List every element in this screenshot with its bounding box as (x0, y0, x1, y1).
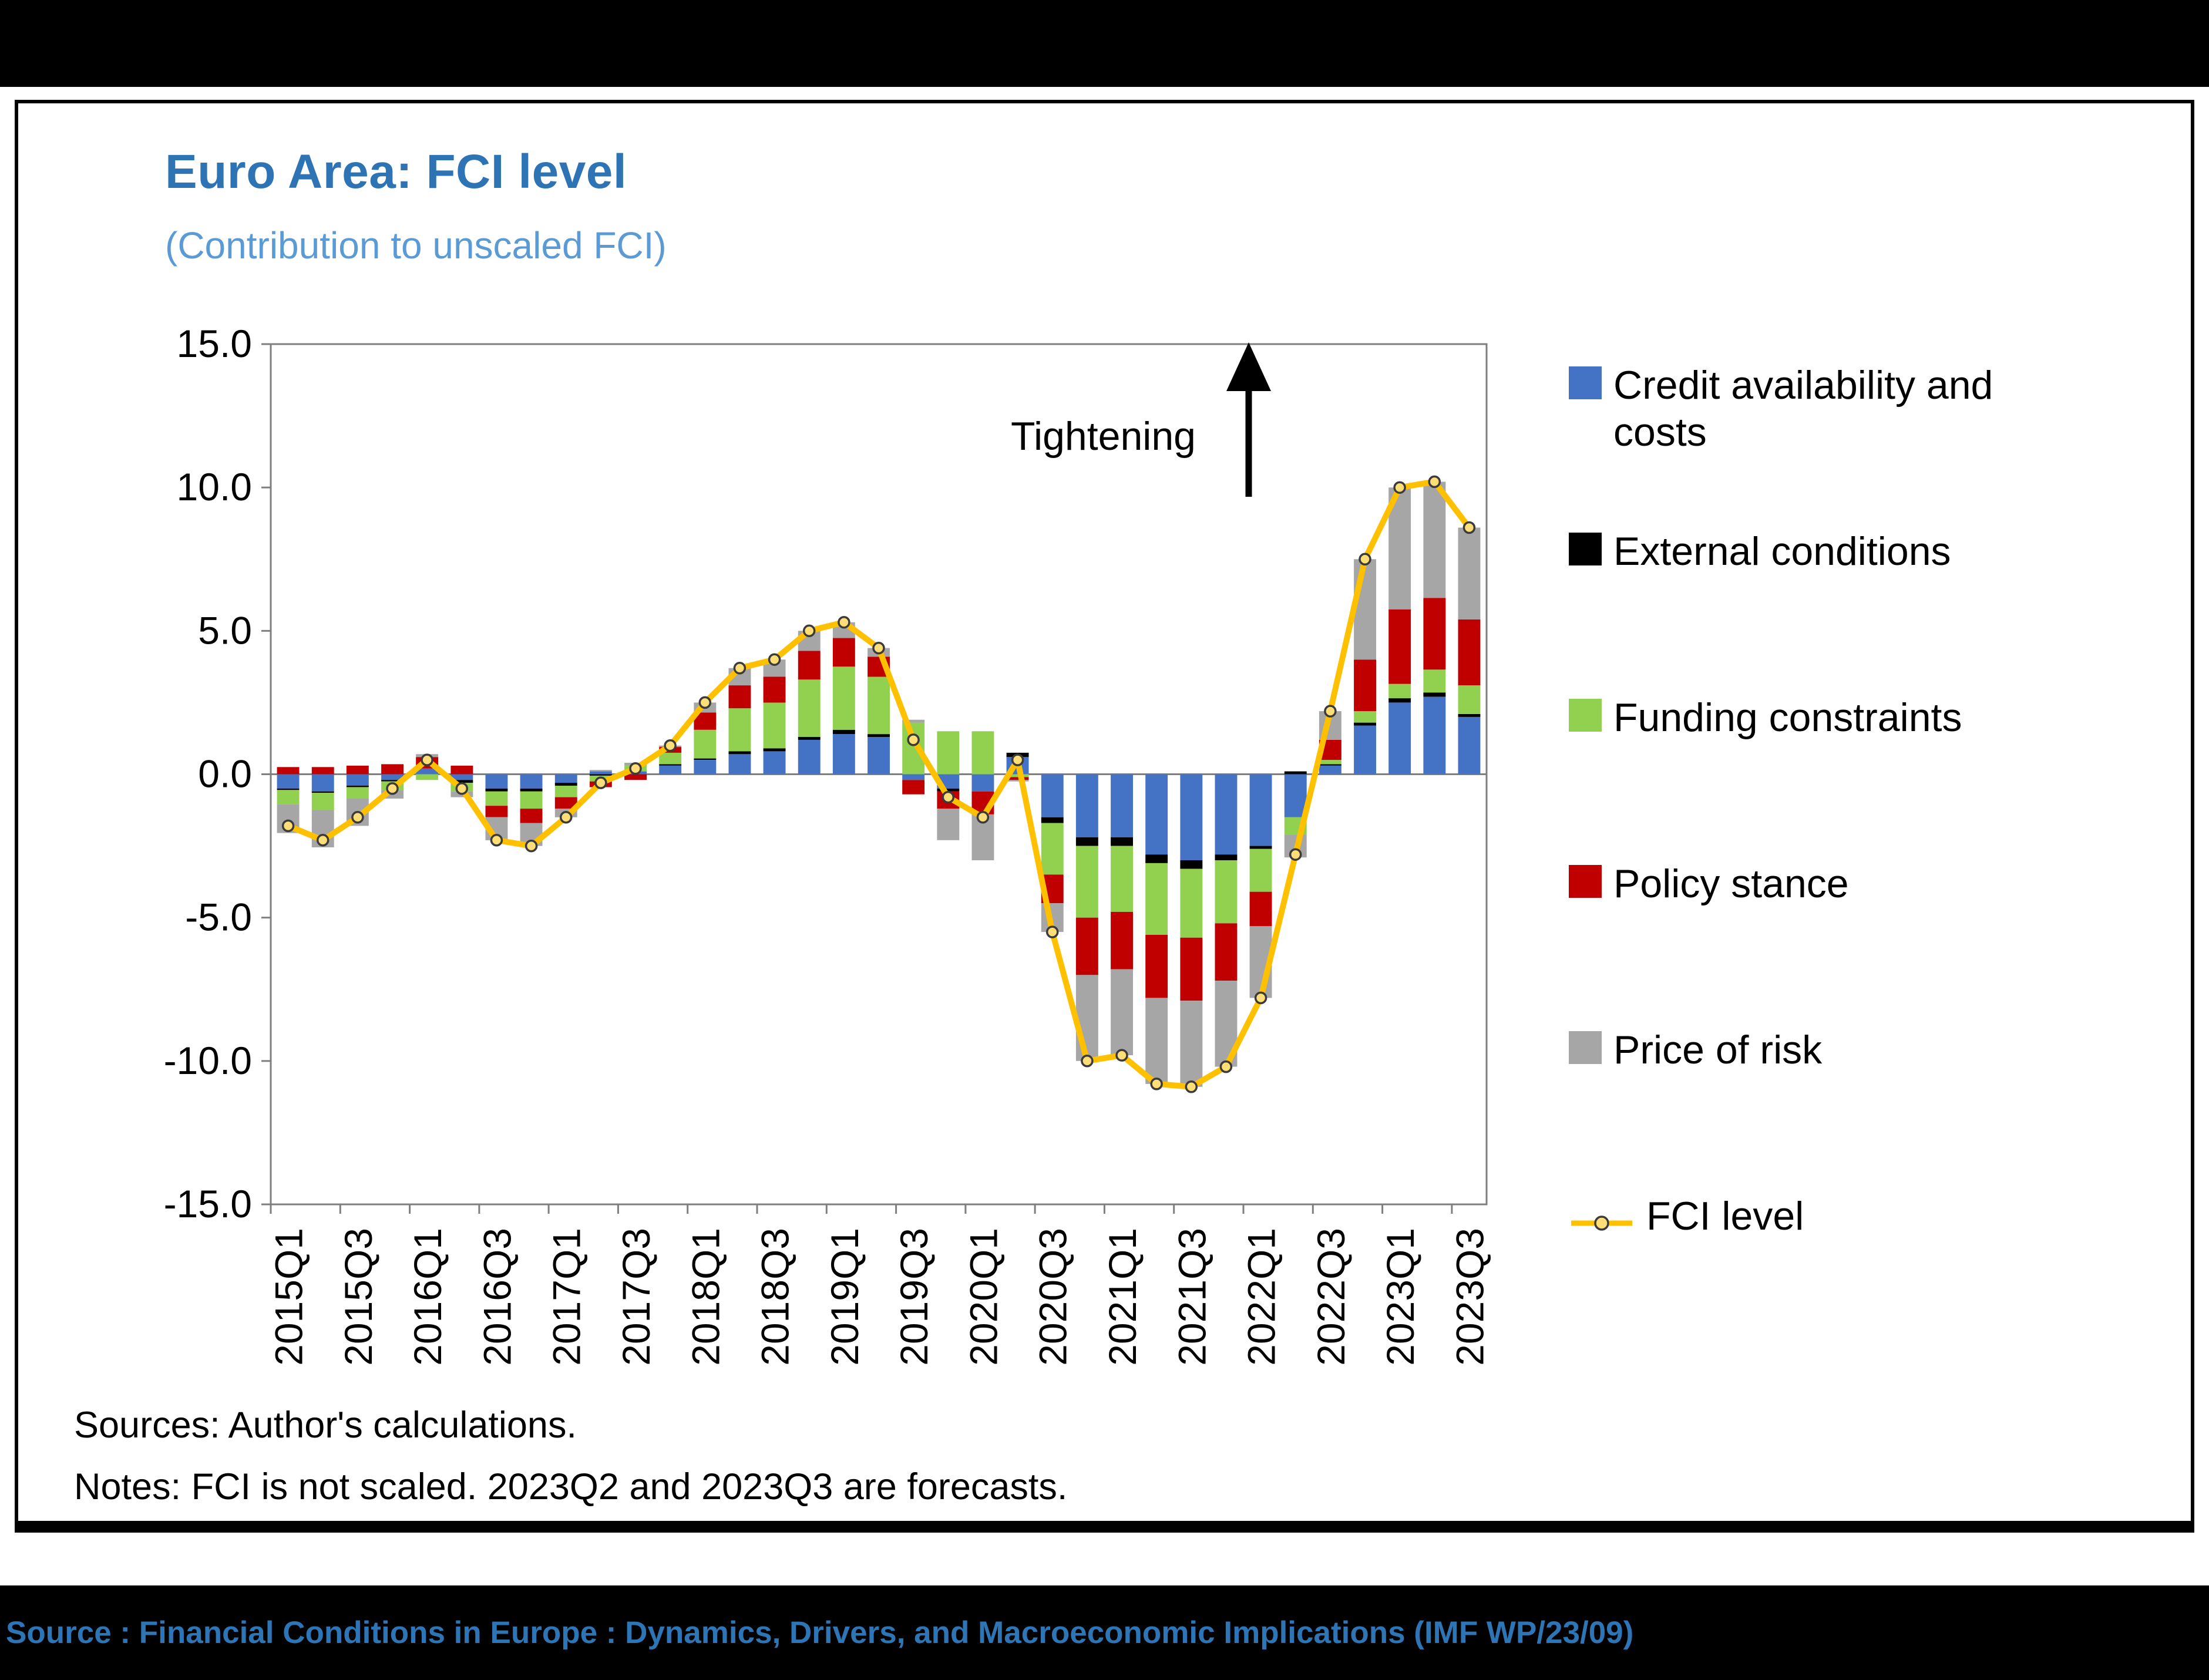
legend-swatch-icon (1569, 533, 1602, 565)
svg-text:2023Q1: 2023Q1 (1378, 1228, 1422, 1366)
legend-swatch-icon (1569, 366, 1602, 399)
svg-text:2016Q1: 2016Q1 (406, 1228, 449, 1366)
chart-card: Euro Area: FCI level (Contribution to un… (15, 100, 2194, 1533)
svg-text:2020Q1: 2020Q1 (961, 1228, 1005, 1366)
fci-stacked-bar-chart: 15.0 10.0 5.0 0.0 -5.0 -10.0 -15.0 2015Q1 2015Q3… (164, 322, 1492, 1366)
top-border-band (0, 0, 2209, 87)
legend-label: Price of risk (1613, 1028, 1823, 1072)
svg-text:2015Q3: 2015Q3 (337, 1228, 380, 1366)
legend-line-marker-icon (1569, 1200, 1635, 1247)
svg-text:2019Q1: 2019Q1 (823, 1228, 866, 1366)
legend-label: Policy stance (1613, 861, 1849, 906)
legend-label: Funding constraints (1613, 695, 1962, 740)
legend-label: FCI level (1646, 1194, 1804, 1238)
legend-item-price-of-risk: Price of risk (1569, 1026, 2156, 1073)
svg-text:5.0: 5.0 (198, 608, 252, 652)
svg-text:10.0: 10.0 (177, 465, 252, 509)
svg-text:2018Q1: 2018Q1 (684, 1228, 727, 1366)
up-arrow-icon (1226, 342, 1271, 391)
svg-text:2018Q3: 2018Q3 (754, 1228, 797, 1366)
bottom-source-band: Source : Financial Conditions in Europe … (0, 1585, 2209, 1680)
legend-swatch-icon (1569, 865, 1602, 898)
svg-text:2016Q3: 2016Q3 (475, 1228, 519, 1366)
svg-text:-10.0: -10.0 (164, 1039, 252, 1082)
chart-subtitle: (Contribution to unscaled FCI) (165, 224, 667, 267)
legend-item-credit-availability-and-costs: Credit availability and costs (1569, 362, 2156, 456)
svg-text:2017Q1: 2017Q1 (545, 1228, 589, 1366)
legend-swatch-icon (1569, 1031, 1602, 1064)
source-citation: Source : Financial Conditions in Europe … (6, 1615, 1634, 1650)
forecast-note: Notes: FCI is not scaled. 2023Q2 and 202… (74, 1466, 1068, 1507)
svg-text:2020Q3: 2020Q3 (1031, 1228, 1075, 1366)
svg-text:-5.0: -5.0 (185, 895, 252, 939)
legend-swatch-icon (1569, 699, 1602, 732)
legend-item-funding-constraints: Funding constraints (1569, 694, 2156, 741)
tightening-label: Tightening (1011, 414, 1196, 459)
svg-text:2017Q3: 2017Q3 (614, 1228, 658, 1366)
legend-label: Credit availability and costs (1613, 363, 1993, 455)
svg-text:2022Q3: 2022Q3 (1309, 1228, 1353, 1366)
legend-item-fci-level: FCI level (1569, 1193, 2156, 1247)
svg-text:-15.0: -15.0 (164, 1182, 252, 1226)
legend-item-external-conditions: External conditions (1569, 528, 2156, 575)
legend-item-policy-stance: Policy stance (1569, 860, 2156, 907)
svg-text:2023Q3: 2023Q3 (1448, 1228, 1491, 1366)
svg-text:0.0: 0.0 (198, 752, 252, 796)
svg-text:2015Q1: 2015Q1 (267, 1228, 311, 1366)
chart-title: Euro Area: FCI level (165, 145, 627, 198)
svg-text:2021Q3: 2021Q3 (1170, 1228, 1213, 1366)
sources-note: Sources: Author's calculations. (74, 1405, 577, 1446)
legend-label: External conditions (1613, 529, 1951, 574)
svg-text:15.0: 15.0 (177, 322, 252, 365)
svg-text:2022Q1: 2022Q1 (1240, 1228, 1283, 1366)
chart-legend: Credit availability and costs External co… (1569, 362, 2162, 1372)
svg-text:2021Q1: 2021Q1 (1101, 1228, 1144, 1366)
svg-text:2019Q3: 2019Q3 (892, 1228, 936, 1366)
